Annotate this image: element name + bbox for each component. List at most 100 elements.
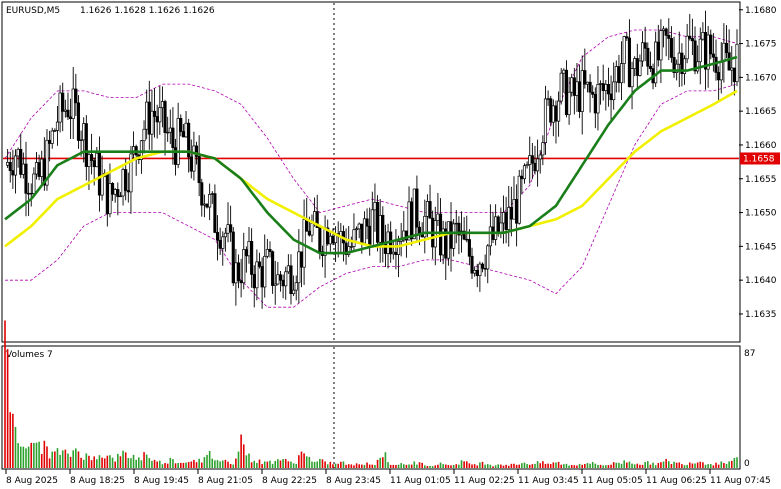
- candle-body: [412, 188, 416, 240]
- candle-body: [685, 35, 689, 60]
- candle-body: [229, 224, 233, 233]
- candle-body: [13, 155, 18, 176]
- candle-body: [305, 219, 309, 232]
- candle-body: [509, 207, 513, 220]
- candle-body: [179, 118, 183, 132]
- candle-body: [105, 172, 109, 215]
- price-tick-label: 1.1670: [745, 73, 777, 83]
- candle-body: [100, 175, 104, 196]
- candle-body: [286, 265, 290, 273]
- candle-body: [150, 110, 154, 135]
- candle-body: [71, 88, 75, 119]
- candle-body: [116, 189, 120, 197]
- candle-body: [570, 77, 574, 93]
- candle-body: [239, 280, 243, 284]
- candle-body: [643, 42, 647, 49]
- candle-body: [323, 227, 327, 256]
- candle-body: [95, 152, 99, 168]
- candle-body: [436, 213, 440, 221]
- candle-body: [593, 94, 597, 114]
- candle-body: [34, 162, 39, 175]
- candle-body: [381, 214, 385, 245]
- candle-body: [407, 201, 411, 241]
- candle-body: [194, 145, 199, 157]
- candle-body: [244, 249, 248, 257]
- candle-body: [362, 218, 366, 244]
- candle-body: [84, 123, 88, 167]
- candle-body: [24, 163, 28, 194]
- price-tick-label: 1.1665: [745, 107, 777, 117]
- candle-body: [596, 84, 600, 114]
- candle-body: [210, 193, 214, 195]
- candle-body: [410, 201, 414, 240]
- price-tick-label: 1.1660: [745, 141, 777, 151]
- price-tick-label: 1.1680: [745, 6, 777, 16]
- candle-body: [213, 193, 217, 233]
- candle-body: [638, 60, 642, 76]
- candle-body: [677, 52, 681, 65]
- candle-body: [630, 68, 634, 88]
- moving-averages: [4, 55, 738, 255]
- candle-body: [423, 215, 427, 238]
- candle-body: [564, 69, 569, 116]
- candle-body: [525, 164, 529, 167]
- candle-body: [147, 101, 151, 135]
- candle-body: [118, 195, 122, 198]
- candle-body: [271, 251, 275, 286]
- candle-body: [572, 77, 576, 96]
- candle-body: [315, 211, 319, 228]
- candle-body: [299, 251, 304, 268]
- candle-body: [507, 207, 511, 230]
- candle-body: [698, 38, 702, 63]
- candle-body: [257, 261, 262, 267]
- candle-body: [727, 52, 731, 71]
- candle-body: [331, 235, 335, 244]
- candle-body: [730, 67, 734, 71]
- candle-body: [292, 289, 296, 295]
- candle-body: [368, 225, 372, 246]
- candle-body: [719, 61, 723, 81]
- candle-body: [533, 162, 537, 172]
- price-tick-label: 1.1635: [745, 310, 777, 320]
- candle-body: [583, 70, 587, 85]
- time-tick-label: 11 Aug 02:25: [454, 476, 515, 486]
- candle-body: [703, 32, 708, 70]
- candle-body: [467, 239, 471, 257]
- time-tick-label: 8 Aug 2025: [6, 476, 58, 486]
- candle-body: [664, 28, 668, 36]
- candle-body: [176, 118, 180, 165]
- candle-body: [604, 84, 608, 91]
- candle-body: [486, 245, 490, 270]
- candle-body: [294, 282, 298, 291]
- candle-body: [517, 175, 521, 224]
- price-tick-label: 1.1640: [745, 276, 777, 286]
- price-tick-label: 1.1650: [745, 209, 777, 219]
- candle-body: [27, 192, 31, 195]
- candle-body: [452, 223, 456, 249]
- candle-body: [87, 154, 91, 167]
- time-tick-label: 11 Aug 03:45: [518, 476, 579, 486]
- level-label-box: [740, 152, 780, 165]
- candle-body: [667, 34, 671, 39]
- candle-body: [289, 265, 293, 295]
- candle-body: [113, 189, 117, 195]
- candle-body: [139, 140, 143, 160]
- level-label: 1.1658: [743, 154, 775, 164]
- candle-body: [184, 122, 188, 138]
- candle-body: [425, 201, 429, 217]
- candle-body: [465, 238, 469, 241]
- candle-body: [483, 268, 487, 270]
- candle-body: [578, 81, 582, 112]
- candle-body: [559, 72, 563, 102]
- time-tick-label: 8 Aug 19:45: [134, 476, 189, 486]
- candle-body: [265, 249, 269, 257]
- candle-body: [76, 102, 81, 141]
- symbol-label: EURUSD,M5: [6, 6, 60, 16]
- fast-moving-average: [4, 55, 738, 255]
- candle-body: [234, 262, 238, 284]
- candle-body: [108, 183, 112, 215]
- candle-body: [355, 228, 359, 231]
- candle-body: [92, 160, 96, 168]
- candle-body: [661, 28, 666, 31]
